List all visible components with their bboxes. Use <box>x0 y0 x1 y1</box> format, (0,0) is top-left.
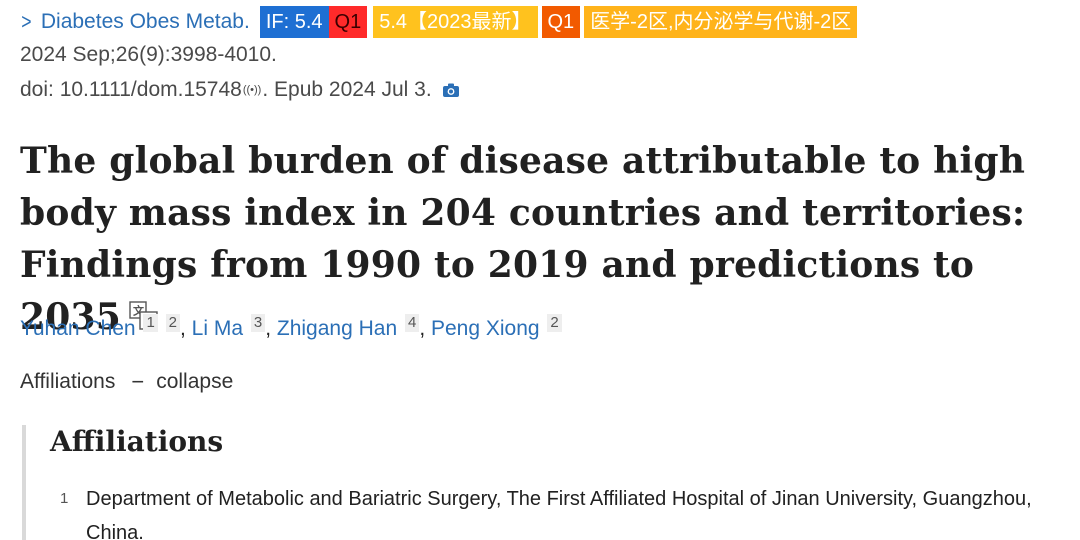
article-title: The global burden of disease attributabl… <box>20 135 1060 343</box>
quartile-badge: Q1 <box>328 6 368 38</box>
author-list: Yuhan Chen 1 2, Li Ma 3, Zhigang Han 4, … <box>20 314 562 341</box>
impact-factor-badge: IF: 5.4 <box>259 6 329 38</box>
affiliations-panel: Affiliations 1 Department of Metabolic a… <box>22 425 1066 540</box>
affiliation-ref[interactable]: 1 <box>143 314 158 332</box>
affiliations-toggle-label: Affiliations <box>20 370 116 393</box>
affiliation-text: Department of Metabolic and Bariatric Su… <box>86 488 1032 540</box>
affiliations-toggle-action: collapse <box>156 370 234 393</box>
epub-text: . Epub 2024 Jul 3. <box>262 78 432 101</box>
author-link[interactable]: Li Ma <box>191 317 244 340</box>
affiliation-ref[interactable]: 2 <box>547 314 562 332</box>
article-title-text: The global burden of disease attributabl… <box>20 140 1026 338</box>
affiliation-ref[interactable]: 4 <box>404 314 420 332</box>
zone-badge: 医学-2区,内分泌学与代谢-2区 <box>584 6 858 38</box>
journal-line: > Diabetes Obes Metab. IF: 5.4 Q1 5.4【20… <box>20 6 858 38</box>
svg-text:文: 文 <box>133 304 145 318</box>
affiliation-ref[interactable]: 2 <box>165 314 180 332</box>
camera-icon[interactable] <box>442 82 460 98</box>
doi-line: doi: 10.1111/dom.15748 ((•)). Epub 2024 J… <box>20 78 460 102</box>
affiliation-number: 1 <box>60 490 69 507</box>
affiliation-ref[interactable]: 3 <box>250 314 266 332</box>
author-link[interactable]: Zhigang Han <box>276 317 398 340</box>
journal-link[interactable]: Diabetes Obes Metab. <box>40 10 250 33</box>
quartile-badge-2: Q1 <box>541 6 581 38</box>
author-link[interactable]: Yuhan Chen <box>20 317 136 340</box>
affiliations-toggle[interactable]: Affiliations − collapse <box>20 369 233 395</box>
affiliations-heading: Affiliations <box>50 425 224 458</box>
year-if-badge: 5.4【2023最新】 <box>373 6 538 38</box>
chevron-right-icon[interactable]: > <box>21 9 32 34</box>
collapse-icon: − <box>131 369 145 394</box>
author-link[interactable]: Peng Xiong <box>430 317 540 340</box>
signal-icon: ((•)) <box>242 84 262 96</box>
affiliation-item: 1 Department of Metabolic and Bariatric … <box>60 482 1040 540</box>
doi-text[interactable]: doi: 10.1111/dom.15748 <box>20 78 242 101</box>
citation-line: 2024 Sep;26(9):3998-4010. <box>20 43 277 66</box>
